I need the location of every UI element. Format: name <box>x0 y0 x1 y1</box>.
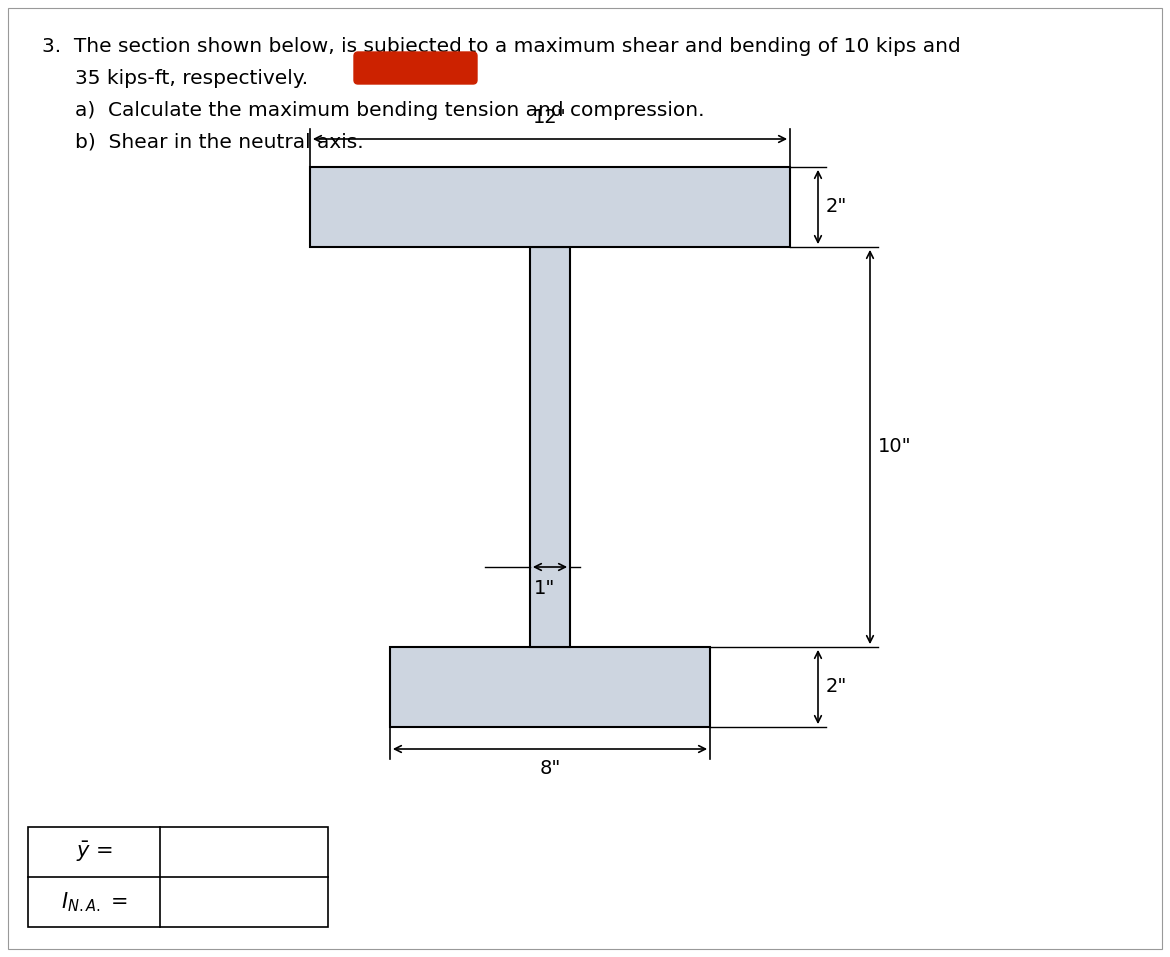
Text: 1": 1" <box>534 579 556 598</box>
Text: b)  Shear in the neutral axis.: b) Shear in the neutral axis. <box>75 133 364 152</box>
Text: 3.  The section shown below, is subjected to a maximum shear and bending of 10 k: 3. The section shown below, is subjected… <box>42 37 961 56</box>
Text: 10": 10" <box>878 437 911 456</box>
Text: $I_{N.A.}$ =: $I_{N.A.}$ = <box>61 890 128 914</box>
Text: 12": 12" <box>534 108 567 127</box>
Text: 2": 2" <box>826 197 847 216</box>
Bar <box>530 247 570 647</box>
Bar <box>310 167 790 247</box>
Text: 2": 2" <box>826 678 847 697</box>
Text: $\bar{y}$ =: $\bar{y}$ = <box>76 840 112 864</box>
Text: 8": 8" <box>539 759 560 778</box>
Bar <box>390 647 710 727</box>
Text: 35 kips-ft, respectively.: 35 kips-ft, respectively. <box>75 69 308 88</box>
Bar <box>28 827 328 927</box>
Text: a)  Calculate the maximum bending tension and compression.: a) Calculate the maximum bending tension… <box>75 101 704 120</box>
FancyBboxPatch shape <box>355 52 477 84</box>
